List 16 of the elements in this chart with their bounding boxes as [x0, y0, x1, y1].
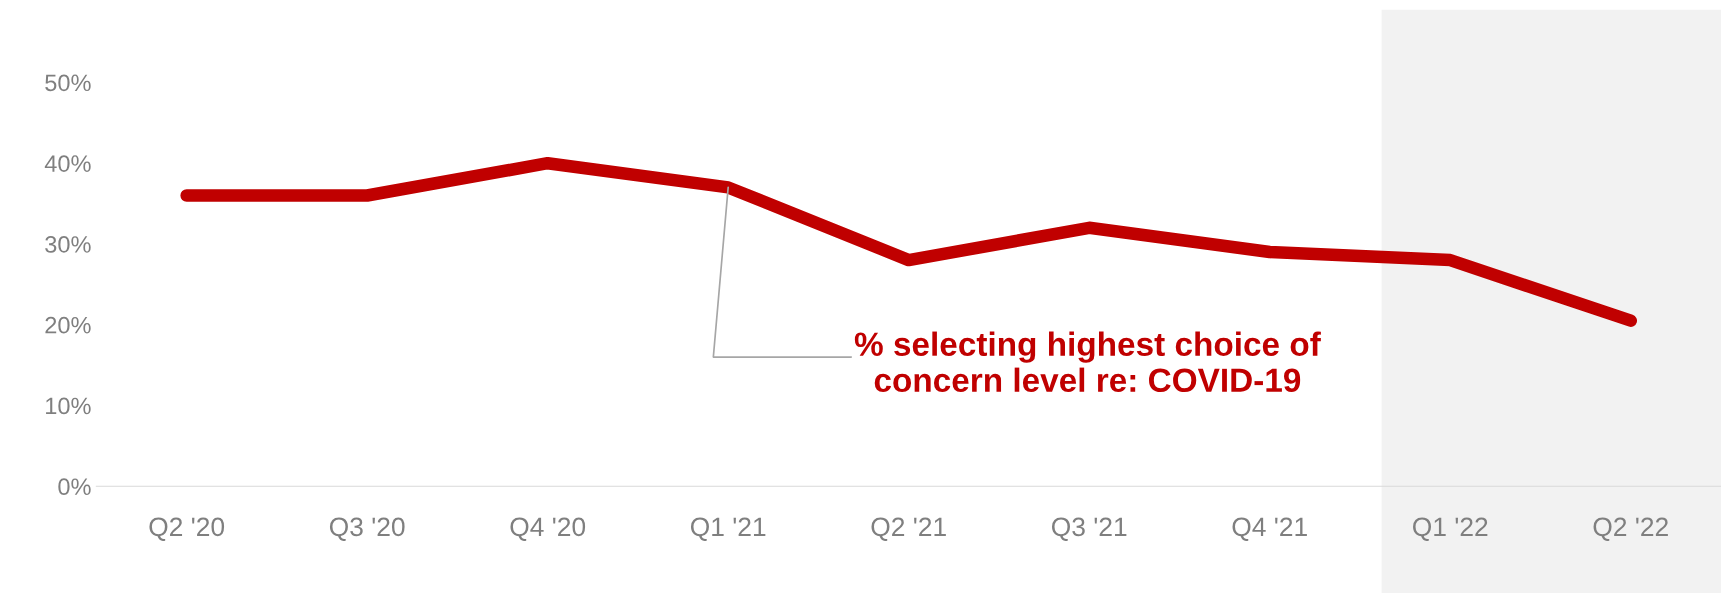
- x-tick-label: Q1 '22: [1413, 517, 1488, 541]
- y-tick-label: 0%: [58, 478, 91, 496]
- y-tick-label: 40%: [44, 155, 91, 172]
- y-tick-label: 10%: [46, 397, 91, 415]
- y-tick-label: 20%: [45, 316, 91, 334]
- x-tick-label: Q2 '21: [871, 517, 946, 541]
- x-tick-label: Q4 '20: [510, 517, 586, 541]
- x-tick-label: Q2 '22: [1593, 517, 1668, 541]
- x-tick-label: Q1 '21: [690, 517, 766, 541]
- x-tick-label: Q4 '21: [1232, 517, 1307, 541]
- x-tick-label: Q3 '20: [329, 517, 405, 541]
- x-tick-label: Q2 '20: [149, 517, 225, 541]
- x-tick-label: Q3 '21: [1051, 517, 1127, 541]
- y-tick-label: 30%: [45, 236, 91, 253]
- annotation: % selecting highest choice of concern level re: COVID-19: [854, 331, 1321, 393]
- y-tick-label: 50%: [45, 74, 91, 92]
